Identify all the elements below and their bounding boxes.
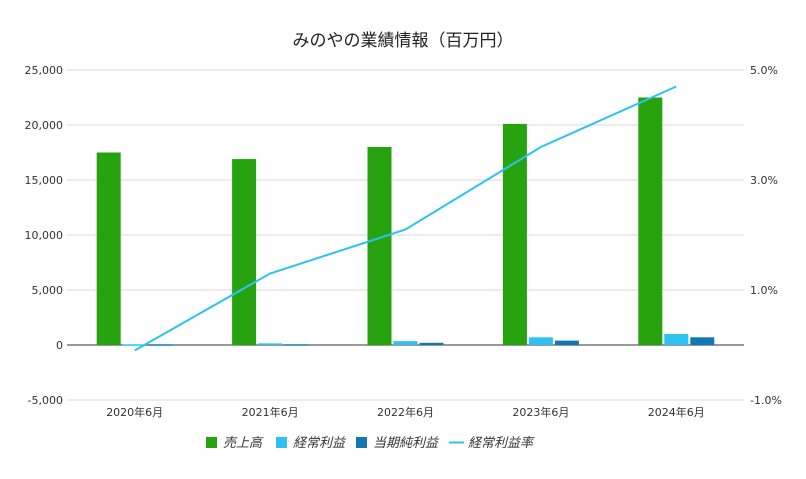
- bar-経常利益: [528, 337, 553, 345]
- ratio-line: [134, 85, 677, 352]
- legend: 売上高 経常利益 当期純利益 経常利益率: [206, 435, 535, 451]
- bar-売上高: [502, 123, 527, 346]
- bars: [96, 97, 715, 346]
- bar-経常利益: [122, 344, 147, 346]
- bar-当期純利益: [284, 344, 309, 346]
- bar-経常利益: [258, 343, 283, 345]
- bar-当期純利益: [690, 337, 715, 345]
- y-left-tick-label: 5,000: [32, 284, 64, 297]
- bar-当期純利益: [554, 340, 579, 345]
- axes: -5,000 0 5,000 10,000 15,000 20,000 25,000 -1.0…: [25, 64, 782, 419]
- y-right-tick-label: -1.0%: [750, 394, 782, 407]
- chart-title: みのやの業績情報（百万円）: [293, 31, 514, 51]
- bar-当期純利益: [419, 342, 444, 345]
- legend-label-経常利益: 経常利益: [293, 436, 347, 451]
- bar-売上高: [232, 159, 257, 345]
- y-right-tick-label: 1.0%: [750, 284, 778, 297]
- y-left-tick-label: -5,000: [28, 394, 63, 407]
- line-経常利益率: [134, 85, 677, 352]
- y-left-tick-label: 15,000: [25, 174, 64, 187]
- bar-売上高: [367, 147, 392, 345]
- x-tick-label: 2022年6月: [377, 405, 434, 419]
- x-tick-label: 2023年6月: [512, 405, 569, 419]
- legend-label-売上高: 売上高: [223, 436, 264, 451]
- bar-経常利益: [393, 341, 418, 345]
- bar-当期純利益: [148, 344, 173, 346]
- bar-売上高: [96, 152, 121, 345]
- x-tick-label: 2020年6月: [106, 405, 163, 419]
- x-tick-label: 2024年6月: [648, 405, 705, 419]
- legend-label-経常利益率: 経常利益率: [468, 435, 535, 451]
- gridlines: [67, 69, 744, 401]
- y-left-tick-label: 25,000: [25, 64, 64, 77]
- y-left-tick-label: 0: [56, 339, 63, 352]
- y-left-tick-label: 10,000: [25, 229, 64, 242]
- legend-label-当期純利益: 当期純利益: [373, 436, 440, 451]
- y-right-tick-label: 5.0%: [750, 64, 778, 77]
- y-right-tick-label: 3.0%: [750, 174, 778, 187]
- bar-売上高: [638, 97, 663, 345]
- legend-swatch-売上高: [206, 437, 217, 448]
- legend-swatch-当期純利益: [356, 437, 367, 448]
- legend-swatch-経常利益: [276, 437, 287, 448]
- bar-経常利益: [664, 334, 689, 345]
- y-left-tick-label: 20,000: [25, 119, 64, 132]
- x-tick-label: 2021年6月: [242, 405, 299, 419]
